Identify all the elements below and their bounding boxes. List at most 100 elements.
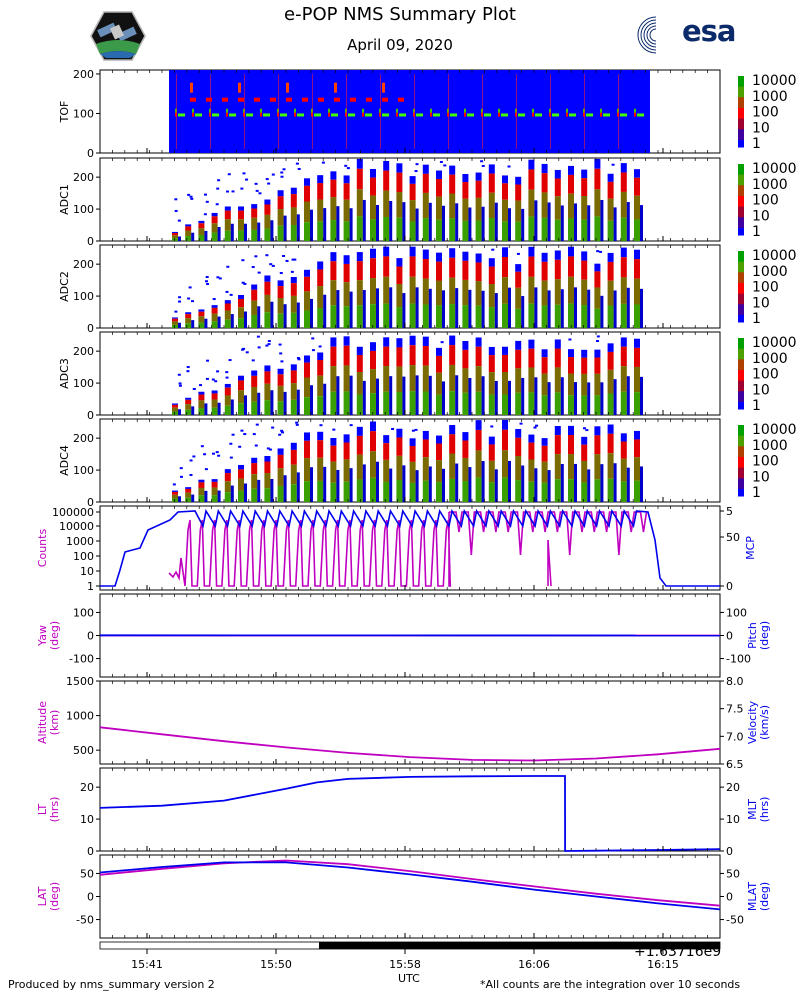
adc1-bar-edge [468,207,472,241]
colorbar-segment [738,359,744,362]
adc1-bar-mid [502,183,508,200]
colorbar-segment [738,107,744,111]
panel-yaw_pitch-ylabel-right-line: Pitch [746,622,759,649]
adc4-scatter [271,426,275,429]
tof-streak [346,73,347,149]
adc1-scatter [282,168,286,171]
colorbar-segment [738,266,744,270]
adc3-bar-low [475,366,482,392]
adc3-scatter [296,357,300,360]
adc2-bar-mid [554,259,561,280]
colorbar-segment [738,339,744,343]
adc2-bar-mid [634,259,640,279]
x-tick-label: 15:58 [389,958,421,971]
adc2-bar-top [620,247,627,258]
adc4-bar-edge [481,461,485,502]
adc4-bar-low [594,454,601,480]
adc4-bar-top [370,421,376,432]
adc1-bar-top [634,169,640,178]
adc3-bar-edge [376,378,379,415]
adc1-bar-edge [323,208,327,241]
colorbar-segment [738,109,744,112]
colorbar-segment [738,270,744,273]
y-tick-label: 10000 [59,520,94,533]
tof-band-red [328,112,330,117]
colorbar-segment [738,297,744,300]
adc4-bar-base [422,480,429,502]
adc4-bar-mid [330,445,337,462]
adc3-scatter [225,371,229,374]
colorbar-segment [738,104,744,107]
colorbar-segment [738,346,744,350]
panel-adc2-colorbar [738,251,744,323]
adc3-scatter [216,370,220,373]
adc4-bar-base [475,477,482,502]
colorbar-segment [738,79,744,82]
panel-lat_mlat-ylabel-right: MLAT (deg) [746,882,771,912]
adc3-bar-top [449,335,456,346]
adc1-bar-edge [574,203,577,241]
adc3-bar-top [396,338,403,348]
colorbar-segment [738,284,744,287]
adc1-scatter [295,162,299,165]
tof-streak [448,73,449,149]
panel-yaw_pitch-ylabel-right: Pitch (deg) [746,621,771,650]
colorbar-segment [738,304,744,307]
adc2-scatter [596,250,600,253]
tof-band-main [620,113,627,117]
adc1-bar-edge [547,202,551,241]
adc3-bar-edge [217,402,221,415]
panel-alt_vel-ylabel-right-line: (km/s) [758,705,771,740]
adc3-bar-base [251,401,258,415]
adc1-bar-top [304,178,310,186]
adc3-bar-edge [547,382,551,415]
adc4-bar-edge [310,467,313,502]
adc4-bar-edge [244,483,247,502]
adc1-bar-mid [528,169,535,190]
adc3-bar-top [581,349,588,358]
adc2-bar-low [568,276,574,304]
colorbar-segment [738,252,744,256]
adc2-bar-base [528,303,535,328]
adc3-bar-base [409,391,416,415]
y-tick-label: 100 [73,290,94,303]
adc1-bar-mid [634,177,640,196]
adc4-bar-top [502,419,508,430]
colorbar-segment [738,403,744,406]
colorbar-segment [738,194,744,197]
panel-adc4-ylabel-line: ADC4 [58,445,71,476]
adc1-scatter [231,190,235,193]
adc2-bar-base [343,306,350,328]
colorbar-segment [738,201,744,204]
adc2-bar-base [224,319,231,328]
panel-counts-ylabel-right-line: MCP [744,536,757,560]
adc1-bar-low [224,219,231,231]
adc1-bar-mid [620,172,627,192]
colorbar-segment [738,181,744,185]
y-tick-label-right: 20 [726,781,740,794]
adc3-scatter [241,348,245,351]
adc4-bar-edge [494,469,498,502]
adc3-bar-base [370,393,376,415]
adc4-scatter [332,428,336,431]
adc2-bar-mid [475,262,482,282]
adc1-bar-mid [343,183,350,200]
adc4-bar-top [515,429,522,438]
adc2-bar-mid [528,256,535,277]
colorbar-segment [738,131,744,134]
adc3-bar-edge [402,376,406,415]
colorbar-segment [738,76,744,79]
adc2-bar-edge [494,293,498,328]
adc3-bar-mid [251,375,258,387]
adc4-scatter [281,431,285,434]
adc3-bar-base [356,394,363,415]
adc4-bar-mid [304,440,310,459]
adc1-scatter [267,182,271,185]
adc3-bar-top [475,337,482,347]
adc1-bar-low [620,191,627,218]
adc2-bar-low [290,295,297,313]
adc4-bar-low [502,450,508,478]
colorbar-segment [738,293,744,296]
adc3-scatter [178,384,182,387]
adc1-scatter [480,160,484,163]
